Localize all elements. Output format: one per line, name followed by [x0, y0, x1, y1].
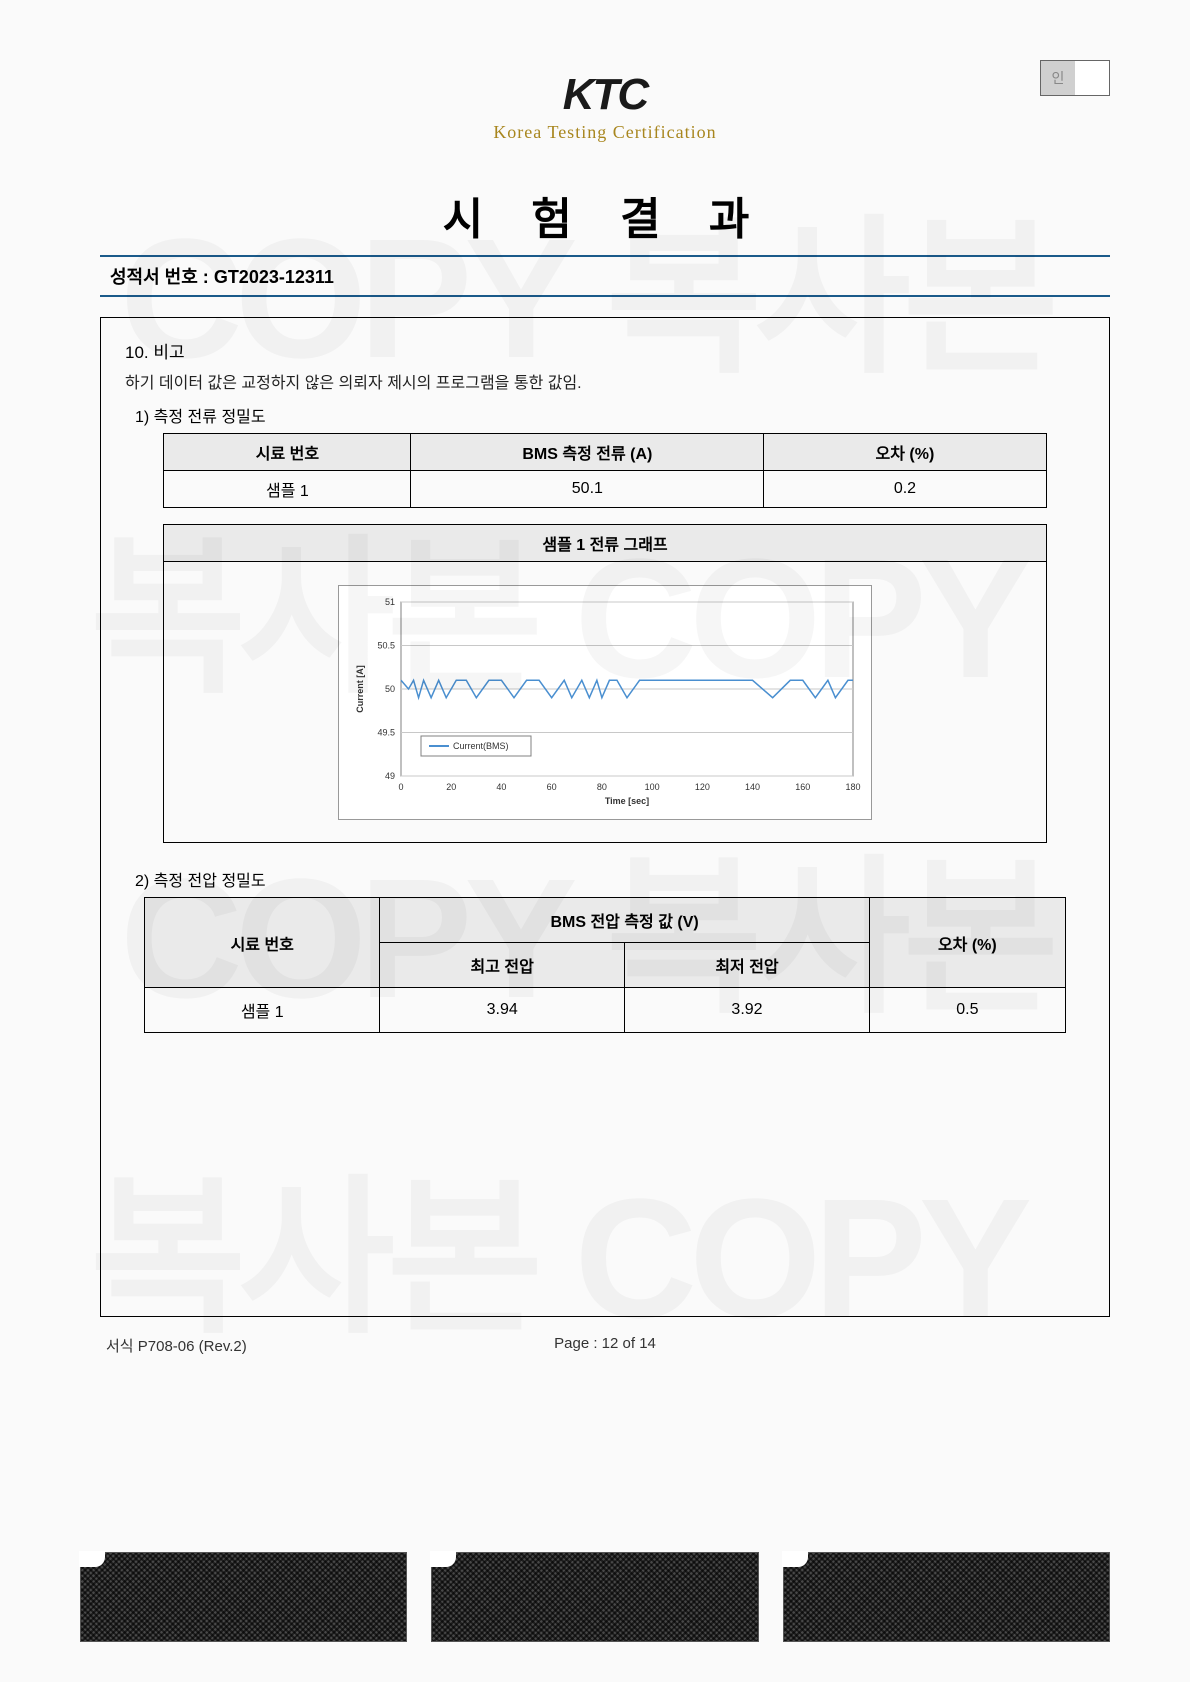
- content-box: 10. 비고 하기 데이터 값은 교정하지 않은 의뢰자 제시의 프로그램을 통…: [100, 317, 1110, 1317]
- col-sample: 시료 번호: [164, 434, 411, 471]
- report-number-line: 성적서 번호 : GT2023-12311: [110, 263, 1110, 289]
- current-precision-table: 시료 번호 BMS 측정 전류 (A) 오차 (%) 샘플 1 50.1 0.2: [163, 433, 1046, 508]
- col-bms-voltage: BMS 전압 측정 값 (V): [380, 898, 870, 943]
- section-10-note: 하기 데이터 값은 교정하지 않은 의뢰자 제시의 프로그램을 통한 값임.: [125, 369, 1085, 393]
- svg-text:Current [A]: Current [A]: [355, 665, 365, 713]
- form-id: 서식 P708-06 (Rev.2): [106, 1335, 439, 1356]
- report-number: GT2023-12311: [214, 267, 334, 287]
- stamp-empty: [1075, 61, 1109, 95]
- logo-area: KTC Korea Testing Certification: [100, 70, 1110, 143]
- svg-text:50.5: 50.5: [377, 640, 395, 650]
- svg-text:100: 100: [645, 782, 660, 792]
- divider-top: [100, 255, 1110, 257]
- page-title: 시 험 결 과: [100, 183, 1110, 247]
- svg-text:20: 20: [446, 782, 456, 792]
- svg-text:Current(BMS): Current(BMS): [453, 741, 509, 751]
- cell-sample: 샘플 1: [164, 471, 411, 508]
- security-block: [80, 1552, 407, 1642]
- svg-text:50: 50: [385, 684, 395, 694]
- table-row: 샘플 1 50.1 0.2: [164, 471, 1046, 508]
- current-chart: 49 49.5 50 50.5 51 0 20 40 60 80 100 120 140 160 180 Cu…: [345, 592, 865, 812]
- logo-main: KTC: [100, 70, 1110, 120]
- col-bms-current: BMS 측정 전류 (A): [411, 434, 764, 471]
- security-pattern-strip: [80, 1552, 1110, 1642]
- chart-title: 샘플 1 전류 그래프: [164, 525, 1045, 562]
- security-block: [783, 1552, 1110, 1642]
- svg-text:120: 120: [695, 782, 710, 792]
- svg-text:49.5: 49.5: [377, 727, 395, 737]
- page-number: Page : 12 of 14: [439, 1335, 772, 1356]
- security-block: [431, 1552, 758, 1642]
- svg-text:180: 180: [845, 782, 860, 792]
- svg-text:60: 60: [547, 782, 557, 792]
- page: COPY 복사본 복사본 COPY COPY 복사본 복사본 COPY 인 KT…: [0, 0, 1190, 1682]
- approval-stamp-box: 인: [1040, 60, 1110, 96]
- sub1-title: 1) 측정 전류 정밀도: [135, 403, 1085, 427]
- svg-text:Time [sec]: Time [sec]: [605, 796, 649, 806]
- chart-container: 샘플 1 전류 그래프 49 49.5 50 50.5 51 0 20 40 60 80 100 12…: [163, 524, 1046, 843]
- cell-min-v: 3.92: [625, 988, 870, 1033]
- cell-error2: 0.5: [869, 988, 1065, 1033]
- chart-frame: 49 49.5 50 50.5 51 0 20 40 60 80 100 120 140 160 180 Cu…: [338, 585, 872, 820]
- svg-text:49: 49: [385, 771, 395, 781]
- logo-sub: Korea Testing Certification: [100, 122, 1110, 143]
- svg-text:0: 0: [398, 782, 403, 792]
- divider-bottom: [100, 295, 1110, 297]
- stamp-label: 인: [1041, 61, 1075, 95]
- sub2-title: 2) 측정 전압 정밀도: [135, 867, 1085, 891]
- cell-max-v: 3.94: [380, 988, 625, 1033]
- svg-text:140: 140: [745, 782, 760, 792]
- footer: 서식 P708-06 (Rev.2) Page : 12 of 14: [100, 1335, 1110, 1356]
- section-10-heading: 10. 비고: [125, 338, 1085, 363]
- svg-text:51: 51: [385, 597, 395, 607]
- svg-text:160: 160: [795, 782, 810, 792]
- cell-current: 50.1: [411, 471, 764, 508]
- col-max-v: 최고 전압: [380, 943, 625, 988]
- cell-error: 0.2: [764, 471, 1046, 508]
- col-error: 오차 (%): [764, 434, 1046, 471]
- svg-text:80: 80: [597, 782, 607, 792]
- table-row: 샘플 1 3.94 3.92 0.5: [145, 988, 1066, 1033]
- col-error2: 오차 (%): [869, 898, 1065, 988]
- voltage-precision-table: 시료 번호 BMS 전압 측정 값 (V) 오차 (%) 최고 전압 최저 전압…: [144, 897, 1066, 1033]
- col-sample2: 시료 번호: [145, 898, 380, 988]
- report-label: 성적서 번호 :: [110, 267, 209, 287]
- cell-sample2: 샘플 1: [145, 988, 380, 1033]
- chart-cell: 49 49.5 50 50.5 51 0 20 40 60 80 100 120 140 160 180 Cu…: [164, 562, 1045, 842]
- col-min-v: 최저 전압: [625, 943, 870, 988]
- svg-text:40: 40: [496, 782, 506, 792]
